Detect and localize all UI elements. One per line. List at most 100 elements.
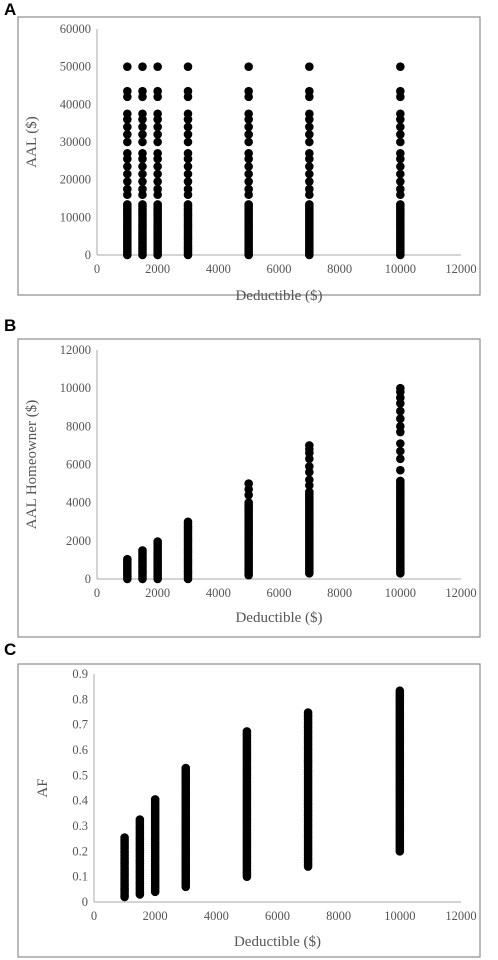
data-point: [396, 169, 405, 179]
data-point: [183, 184, 193, 194]
data-point: [244, 479, 253, 488]
y-tick-label: 0: [85, 572, 91, 586]
data-point: [244, 162, 253, 171]
data-point: [244, 137, 253, 147]
data-point: [305, 86, 314, 96]
data-point: [396, 122, 405, 132]
data-point: [183, 200, 193, 209]
x-tick-label: 10000: [385, 586, 416, 600]
data-point: [305, 475, 314, 485]
x-tick-label: 10000: [385, 262, 416, 276]
data-point: [183, 109, 193, 119]
data-point: [396, 383, 405, 393]
data-point: [305, 462, 314, 471]
data-point: [138, 86, 147, 96]
x-tick-label: 4000: [206, 262, 231, 276]
data-point: [396, 130, 405, 139]
data-point: [396, 86, 405, 96]
x-tick-label: 8000: [327, 262, 352, 276]
y-tick-label: 2000: [66, 534, 91, 548]
data-series-1: [138, 546, 147, 584]
data-series-6: [396, 383, 405, 578]
data-point: [183, 149, 193, 158]
y-tick-label: 0.5: [72, 768, 88, 782]
data-series-4: [242, 727, 252, 881]
data-point: [244, 169, 253, 179]
data-point: [138, 184, 147, 194]
data-point: [153, 62, 162, 71]
data-point: [396, 454, 405, 464]
x-tick-label: 6000: [265, 909, 290, 923]
x-tick-label: 8000: [327, 586, 352, 600]
y-tick-label: 0.2: [72, 844, 88, 858]
data-point: [183, 177, 193, 186]
data-point: [396, 177, 405, 186]
chart-panel-c: 0 0.1 0.2 0.3 0.4 0.5 0.6 0.7 0.8 0.9 0 2000 4000 600…: [17, 663, 481, 958]
y-tick-label: 0: [82, 895, 88, 909]
x-axis-title: Deductible ($): [234, 934, 321, 950]
x-tick-label: 2000: [145, 586, 170, 600]
data-point: [123, 122, 132, 132]
data-point: [244, 200, 253, 209]
x-tick-label: 12000: [445, 262, 476, 276]
y-tick-label: 0.1: [72, 870, 88, 884]
y-tick-label: 0.4: [72, 794, 88, 808]
panel-letter-a: A: [4, 0, 17, 19]
data-point: [244, 498, 253, 507]
y-tick-label: 8000: [66, 419, 91, 433]
data-point: [305, 487, 314, 497]
y-tick-label: 40000: [60, 97, 91, 111]
x-tick-label: 0: [94, 262, 100, 276]
data-point: [244, 149, 253, 158]
chart-panel-a: 0 10000 20000 30000 40000 50000 60000 0 2000 4000…: [17, 16, 481, 304]
data-point: [244, 122, 253, 132]
data-series-3: [181, 763, 191, 892]
data-point: [305, 441, 314, 450]
data-point: [305, 109, 314, 119]
y-axis-title: AF: [35, 778, 51, 797]
data-point: [123, 554, 132, 564]
data-point: [120, 833, 129, 842]
data-series-2: [150, 795, 160, 897]
data-series-0: [120, 833, 129, 902]
data-point: [396, 62, 405, 71]
y-tick-label: 12000: [60, 343, 91, 357]
data-series-5: [303, 708, 313, 871]
data-point: [396, 414, 405, 424]
x-tick-label: 12000: [445, 586, 476, 600]
y-tick-label: 0: [85, 248, 91, 262]
data-point: [305, 62, 314, 71]
y-tick-label: 60000: [60, 22, 91, 36]
data-point: [138, 130, 147, 139]
data-series-2: [153, 62, 162, 260]
data-point: [153, 537, 162, 546]
data-point: [396, 200, 405, 209]
data-point: [153, 130, 162, 139]
data-point: [123, 137, 132, 147]
data-point: [123, 162, 132, 171]
data-point: [123, 130, 132, 139]
x-tick-label: 4000: [204, 909, 229, 923]
data-point: [138, 169, 147, 179]
x-tick-label: 10000: [384, 909, 415, 923]
data-point: [244, 177, 253, 186]
data-point: [138, 200, 147, 209]
data-point: [305, 200, 314, 209]
data-point: [305, 149, 314, 158]
data-point: [396, 465, 405, 475]
data-point: [305, 122, 314, 132]
y-tick-label: 0.9: [72, 667, 88, 681]
x-axis-title: Deductible ($): [235, 610, 322, 626]
data-point: [396, 162, 405, 171]
data-point: [153, 149, 162, 158]
x-tick-label: 2000: [143, 909, 168, 923]
data-point: [123, 109, 132, 119]
data-point: [138, 546, 147, 555]
x-tick-label: 8000: [326, 909, 351, 923]
data-point: [153, 177, 162, 186]
data-point: [123, 200, 132, 209]
data-series-5: [305, 441, 314, 578]
data-series-4: [244, 62, 253, 260]
data-point: [138, 109, 147, 119]
